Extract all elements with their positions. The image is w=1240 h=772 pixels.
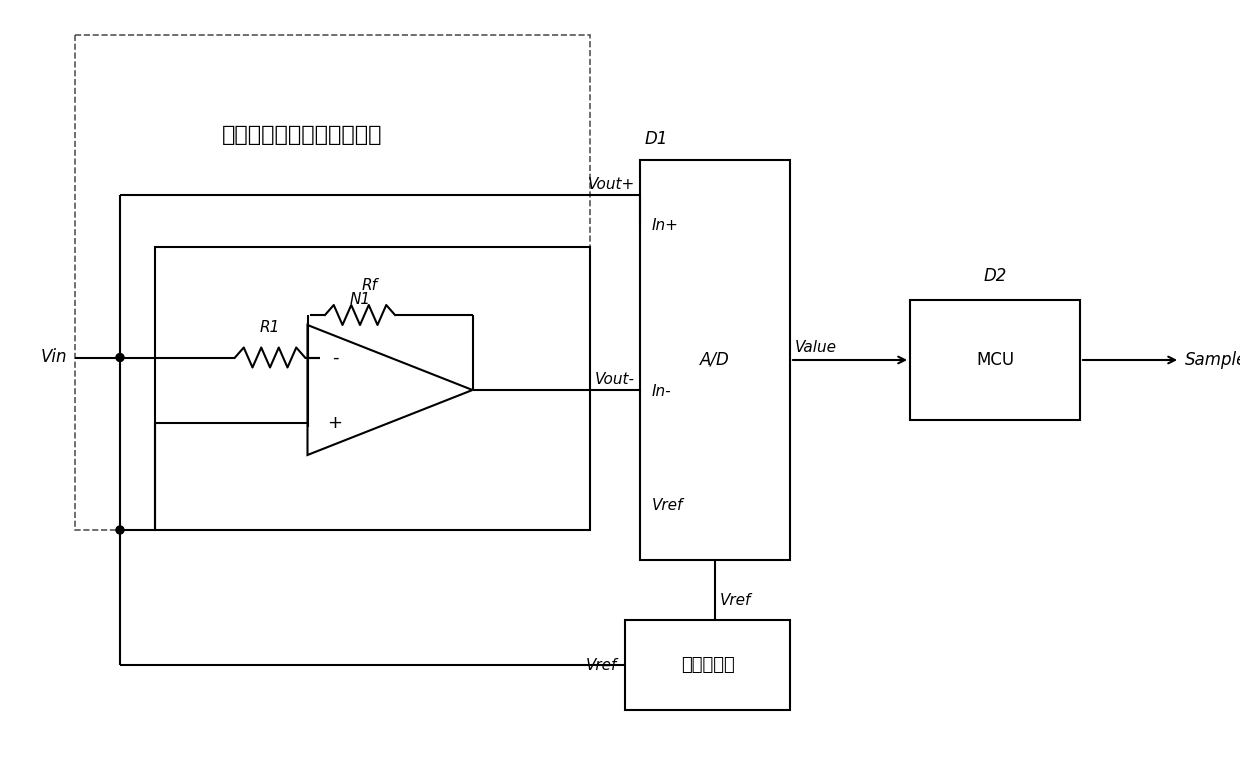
Text: Vref: Vref bbox=[585, 658, 618, 672]
Text: In-: In- bbox=[652, 384, 672, 399]
Text: N1: N1 bbox=[350, 292, 371, 307]
Bar bbox=[910, 300, 1080, 420]
Text: -: - bbox=[332, 348, 339, 367]
Bar bbox=[155, 247, 590, 530]
Text: D2: D2 bbox=[983, 267, 1007, 285]
Text: Vref: Vref bbox=[720, 593, 751, 608]
Text: Value: Value bbox=[795, 340, 837, 355]
Text: Rf: Rf bbox=[362, 278, 378, 293]
Text: 基准电压源: 基准电压源 bbox=[681, 656, 734, 674]
Text: Sample: Sample bbox=[1185, 351, 1240, 369]
Text: +: + bbox=[327, 414, 342, 432]
Bar bbox=[640, 160, 790, 560]
Text: 单端输入差分输出转换电路: 单端输入差分输出转换电路 bbox=[222, 125, 383, 145]
Circle shape bbox=[117, 526, 124, 534]
Bar bbox=[74, 35, 590, 530]
Text: Vout+: Vout+ bbox=[588, 177, 635, 192]
Text: MCU: MCU bbox=[976, 351, 1014, 369]
Text: A/D: A/D bbox=[701, 351, 730, 369]
Text: R1: R1 bbox=[260, 320, 280, 336]
Text: In+: In+ bbox=[652, 218, 678, 232]
Text: D1: D1 bbox=[645, 130, 668, 148]
Text: Vin: Vin bbox=[41, 348, 67, 367]
Bar bbox=[625, 620, 790, 710]
Text: Vout-: Vout- bbox=[595, 372, 635, 387]
Text: Vref: Vref bbox=[652, 497, 683, 513]
Circle shape bbox=[117, 354, 124, 361]
